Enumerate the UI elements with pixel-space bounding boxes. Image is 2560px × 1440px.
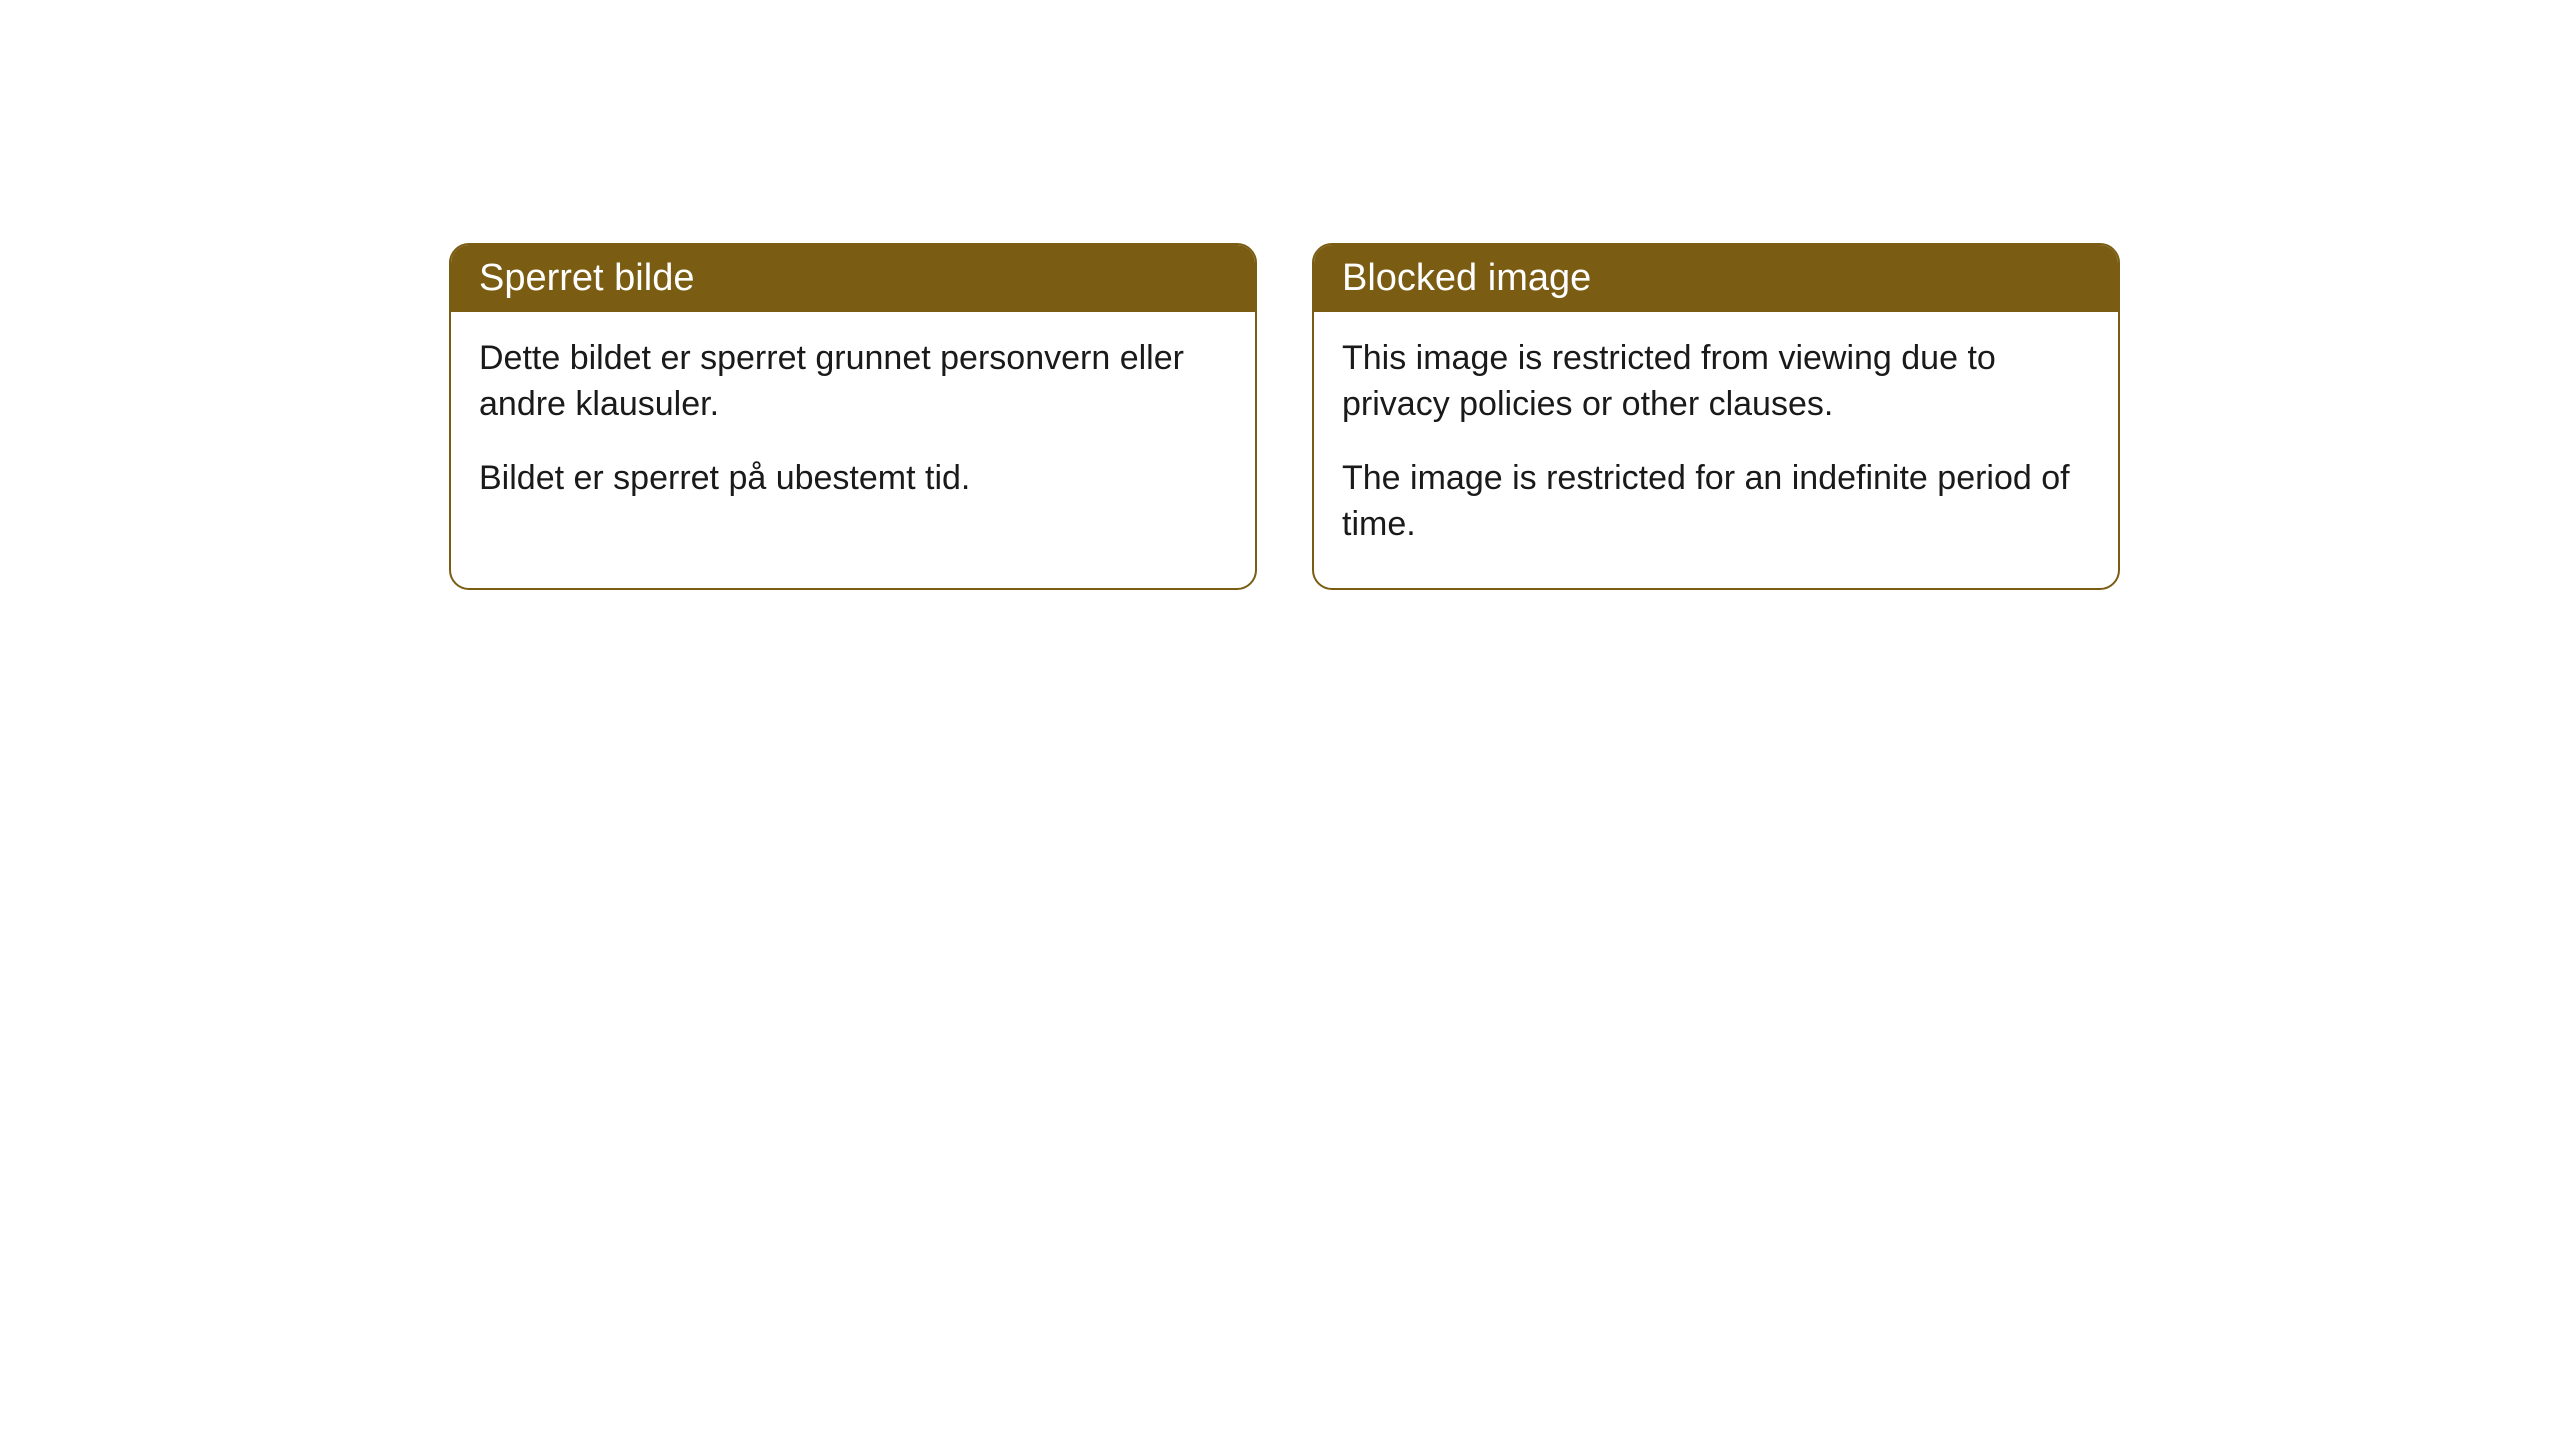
card-body-norwegian: Dette bildet er sperret grunnet personve… — [451, 312, 1255, 542]
card-body-english: This image is restricted from viewing du… — [1314, 312, 2118, 588]
card-paragraph-1-english: This image is restricted from viewing du… — [1342, 336, 2090, 428]
card-header-norwegian: Sperret bilde — [451, 245, 1255, 312]
card-paragraph-2-english: The image is restricted for an indefinit… — [1342, 456, 2090, 548]
card-paragraph-2-norwegian: Bildet er sperret på ubestemt tid. — [479, 456, 1227, 502]
notice-cards-container: Sperret bilde Dette bildet er sperret gr… — [449, 243, 2120, 590]
card-paragraph-1-norwegian: Dette bildet er sperret grunnet personve… — [479, 336, 1227, 428]
card-header-english: Blocked image — [1314, 245, 2118, 312]
blocked-image-card-english: Blocked image This image is restricted f… — [1312, 243, 2120, 590]
blocked-image-card-norwegian: Sperret bilde Dette bildet er sperret gr… — [449, 243, 1257, 590]
